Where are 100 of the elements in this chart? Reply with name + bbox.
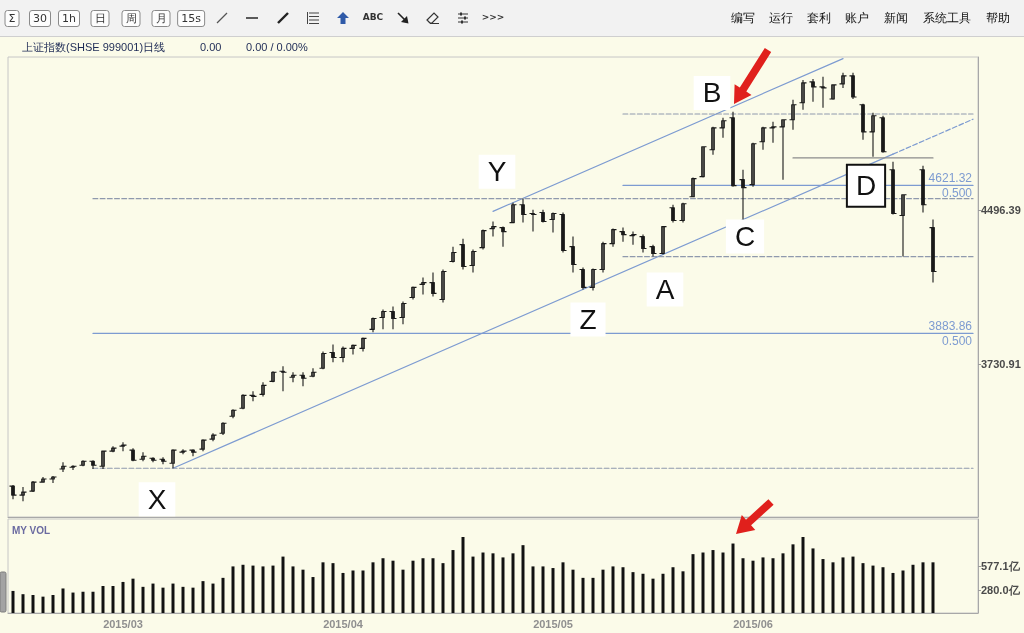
- bar: [821, 559, 825, 613]
- x-tick-label: 2015/06: [733, 617, 773, 630]
- candlestick: [838, 72, 848, 89]
- candlestick: [138, 451, 148, 462]
- candlestick: [208, 432, 218, 442]
- bar: [331, 563, 335, 613]
- bar: [341, 572, 345, 613]
- bar: [401, 569, 405, 613]
- text: 运行: [769, 10, 793, 27]
- candlestick: [218, 421, 228, 436]
- text: 账户: [845, 10, 869, 27]
- series-label: 0.500: [941, 334, 973, 349]
- bar: [781, 553, 785, 613]
- bar: [641, 573, 645, 613]
- annotation: B: [702, 77, 722, 109]
- bar: [741, 558, 745, 613]
- bar: [491, 553, 495, 613]
- candlestick: [378, 308, 388, 330]
- text: 套利: [807, 10, 831, 27]
- bar: [791, 544, 795, 613]
- bar: [381, 558, 385, 613]
- candlestick: [878, 115, 888, 154]
- bar: [661, 573, 665, 613]
- bar: [881, 567, 885, 613]
- bar: [851, 556, 855, 613]
- text: 0.00 / 0.00%: [246, 41, 308, 53]
- bar: [441, 563, 445, 613]
- text: 30: [29, 10, 51, 27]
- annotation: Z: [579, 304, 597, 336]
- text: 1h: [58, 10, 80, 27]
- candlestick: [258, 381, 268, 397]
- bar: [811, 548, 815, 613]
- bar: [11, 590, 15, 613]
- candlestick: [338, 345, 348, 363]
- x-tick-label: 2015/04: [323, 617, 364, 630]
- text: 帮助: [986, 10, 1010, 27]
- bar: [571, 569, 575, 613]
- bar: [371, 562, 375, 613]
- bar: [351, 570, 355, 613]
- candlestick: [158, 456, 168, 465]
- candlestick: [458, 238, 468, 271]
- candlestick: [238, 393, 248, 410]
- bar: [91, 591, 95, 613]
- text: 系统工具: [923, 10, 971, 27]
- candlestick: [88, 459, 98, 470]
- candlestick: [388, 305, 398, 330]
- bar: [221, 577, 225, 613]
- text: 月: [151, 10, 171, 27]
- candlestick: [648, 244, 658, 258]
- bar: [871, 565, 875, 613]
- candlestick: [348, 343, 358, 355]
- series-label: 0.500: [941, 186, 973, 201]
- bar: [901, 570, 905, 613]
- bar: [231, 566, 235, 613]
- data-label: 3883.86: [928, 319, 973, 334]
- bar: [631, 572, 635, 613]
- bar: [481, 552, 485, 613]
- candlestick: [518, 198, 528, 224]
- candlestick: [508, 202, 518, 224]
- candlestick: [798, 79, 808, 111]
- candlestick: [168, 448, 178, 469]
- bar: [471, 556, 475, 613]
- candlestick: [428, 272, 438, 297]
- bar: [681, 571, 685, 613]
- bar: [801, 536, 805, 613]
- candlestick: [588, 267, 598, 291]
- candlestick: [818, 76, 828, 109]
- candlestick: [268, 370, 278, 383]
- candlestick: [738, 169, 748, 223]
- candlestick: [778, 119, 788, 181]
- candlestick: [228, 408, 238, 419]
- bar: [71, 592, 75, 613]
- bar: [41, 596, 45, 613]
- candlestick: [608, 228, 618, 248]
- text: 日: [90, 10, 110, 27]
- candlestick: [538, 209, 548, 224]
- candlestick: [148, 456, 158, 463]
- bar: [541, 566, 545, 613]
- candlestick: [928, 219, 938, 284]
- bar: [891, 572, 895, 613]
- candlestick: [438, 268, 448, 303]
- candlestick: [98, 450, 108, 470]
- candlestick: [308, 367, 318, 378]
- bar: [361, 570, 365, 613]
- bar: [131, 578, 135, 613]
- bar: [921, 562, 925, 613]
- candlestick: [188, 448, 198, 457]
- bar: [321, 562, 325, 613]
- bar: [721, 552, 725, 613]
- candlestick: [128, 447, 138, 462]
- candlestick: [898, 194, 908, 258]
- text: 编写: [731, 10, 755, 27]
- candlestick: [408, 285, 418, 300]
- candlestick: [48, 475, 58, 484]
- bar: [211, 583, 215, 613]
- y-tick-label: 577.1亿: [981, 559, 1021, 572]
- bar: [51, 595, 55, 613]
- candlestick: [888, 161, 898, 216]
- candlestick: [468, 248, 478, 274]
- x-tick-label: 2015/05: [533, 617, 573, 630]
